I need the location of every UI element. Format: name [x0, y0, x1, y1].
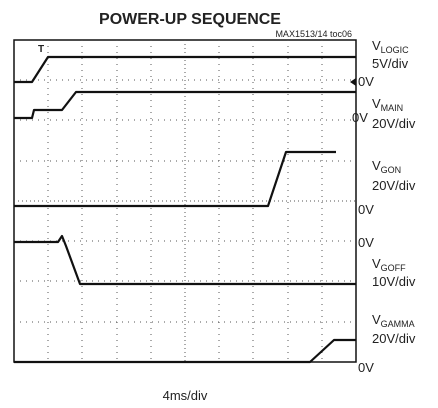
channel-name: VLOGIC — [372, 38, 409, 55]
title: POWER-UP SEQUENCE — [99, 11, 281, 28]
channel-name: VGAMMA — [372, 312, 415, 329]
channel-name: VMAIN — [372, 96, 403, 113]
scope-screen: MAX1513/14 toc06 T — [13, 29, 357, 364]
channel-scale: 20V/div — [372, 331, 416, 346]
grid — [14, 40, 356, 362]
time-scale: 4ms/div — [163, 388, 208, 403]
trace-main — [14, 90, 356, 120]
trace-gamma — [14, 338, 356, 364]
channel-scale: 5V/div — [372, 56, 409, 71]
trace-gon — [14, 150, 336, 208]
channel-ground: 0V — [358, 360, 374, 375]
channel-ground: 0V — [358, 202, 374, 217]
trigger-marker: T — [38, 44, 44, 55]
trace-logic — [14, 55, 356, 84]
channel-scale: 20V/div — [372, 116, 416, 131]
figure-id: MAX1513/14 toc06 — [275, 29, 352, 39]
channel-name: VGOFF — [372, 256, 406, 273]
channel-name: VGON — [372, 158, 401, 175]
ground-marker — [350, 78, 356, 86]
channel-scale: 10V/div — [372, 274, 416, 289]
channel-ground: 0V — [358, 235, 374, 250]
channel-ground: 0V — [358, 74, 374, 89]
channel-ground: 0V — [352, 110, 368, 125]
trace-goff — [14, 234, 356, 286]
channel-scale: 20V/div — [372, 178, 416, 193]
channel-labels: VLOGIC 5V/div 0V VMAIN 20V/div 0V VGON 2… — [352, 38, 416, 375]
